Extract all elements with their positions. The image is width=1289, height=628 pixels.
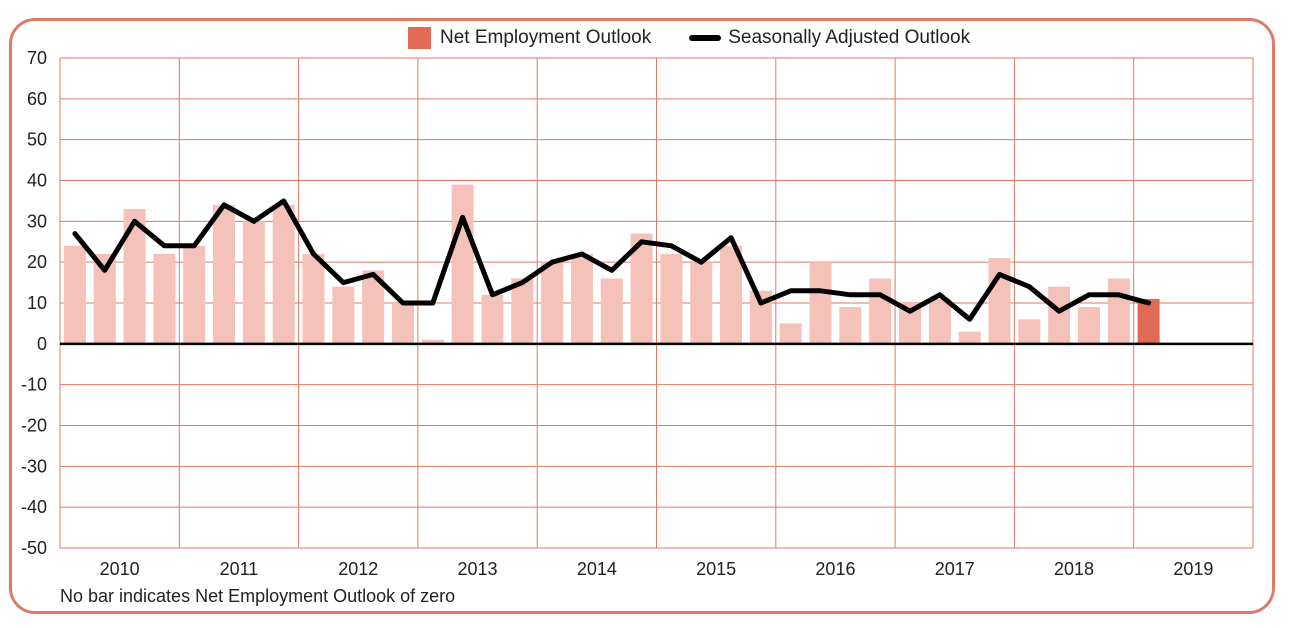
series-line-seasonally-adjusted	[72, 198, 1152, 322]
bar	[93, 254, 116, 344]
bar	[749, 290, 772, 344]
bar	[391, 303, 414, 344]
bar	[570, 254, 593, 344]
y-tick-label: -50	[21, 538, 47, 558]
legend-swatch-line	[689, 35, 722, 41]
y-tick-label: -20	[21, 416, 47, 436]
seasonally-adjusted-line	[72, 198, 1152, 322]
bar	[183, 245, 206, 344]
footnote: No bar indicates Net Employment Outlook …	[60, 586, 456, 606]
bar	[451, 184, 474, 344]
y-tick-label: -40	[21, 497, 47, 517]
bar	[213, 205, 236, 344]
bar	[63, 245, 86, 344]
bar	[302, 254, 325, 344]
bar	[421, 339, 444, 344]
x-tick-label: 2018	[1054, 559, 1094, 579]
bar	[1048, 286, 1071, 344]
bar	[511, 278, 534, 344]
bars	[63, 184, 1160, 344]
bar	[481, 294, 504, 344]
legend-label-seasonally-adjusted: Seasonally Adjusted Outlook	[728, 27, 971, 48]
y-tick-label: 20	[27, 252, 47, 272]
bar	[720, 245, 743, 344]
x-tick-label: 2019	[1173, 559, 1213, 579]
legend-label-net-employment: Net Employment Outlook	[440, 27, 652, 48]
x-tick-label: 2016	[815, 559, 855, 579]
bar	[839, 307, 862, 344]
x-tick-label: 2010	[100, 559, 140, 579]
bar	[899, 303, 922, 344]
bar	[779, 323, 802, 344]
x-tick-label: 2012	[338, 559, 378, 579]
y-tick-label: -10	[21, 375, 47, 395]
y-tick-label: 10	[27, 293, 47, 313]
bar	[153, 254, 176, 344]
bar	[242, 221, 265, 344]
bar	[1018, 319, 1041, 344]
bar	[541, 262, 564, 344]
x-tick-label: 2014	[577, 559, 617, 579]
grid	[59, 57, 1254, 549]
bar	[332, 286, 355, 344]
bar	[809, 262, 832, 344]
legend: Net Employment Outlook Seasonally Adjust…	[408, 27, 970, 49]
x-axis-ticks: 2010 2011 2012 2013 2014 2015 2016 2017 2018 2019	[100, 559, 1214, 579]
y-tick-label: 0	[37, 334, 47, 354]
x-tick-label: 2015	[696, 559, 736, 579]
bar	[958, 331, 981, 344]
legend-item-seasonally-adjusted: Seasonally Adjusted Outlook	[689, 27, 970, 49]
y-tick-label: 60	[27, 89, 47, 109]
bar	[1137, 298, 1160, 344]
bar	[362, 270, 385, 344]
x-tick-label: 2013	[458, 559, 498, 579]
bar	[1107, 278, 1130, 344]
bar	[272, 205, 295, 344]
bar	[123, 209, 146, 344]
bar	[988, 258, 1011, 344]
bar	[660, 254, 683, 344]
legend-item-net-employment: Net Employment Outlook	[408, 27, 651, 49]
bar	[1077, 307, 1100, 344]
y-tick-label: 70	[27, 48, 47, 68]
x-tick-label: 2017	[935, 559, 975, 579]
y-tick-label: 40	[27, 171, 47, 191]
y-axis-ticks: 70 60 50 40 30 20 10 0 -10 -20 -30 -40 -50	[21, 48, 47, 558]
bar	[600, 278, 623, 344]
y-tick-label: 30	[27, 211, 47, 231]
chart-frame	[9, 18, 1275, 614]
y-tick-label: -30	[21, 456, 47, 476]
bar	[630, 233, 653, 344]
bar	[869, 278, 892, 344]
bar	[928, 298, 951, 344]
bar	[690, 262, 713, 344]
x-tick-label: 2011	[220, 559, 259, 579]
legend-swatch-bar	[408, 27, 431, 49]
y-tick-label: 50	[27, 130, 47, 150]
